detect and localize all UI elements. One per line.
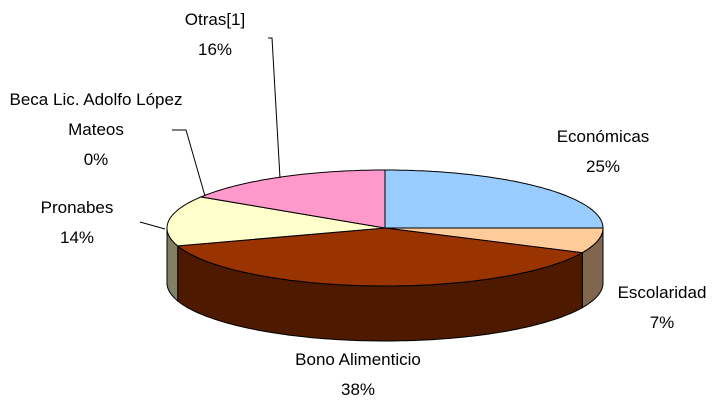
slice-label: Otras[1] 16%: [145, 5, 285, 65]
value-label: 14%: [59, 228, 95, 247]
category-label: Pronabes: [40, 198, 114, 217]
slice: [176, 227, 584, 287]
slice-label: Pronabes 14%: [0, 193, 157, 253]
leader-line: [139, 221, 166, 230]
slice-label: Económicas 25%: [523, 122, 683, 182]
category-label: Beca Lic. Adolfo López Mateos: [9, 90, 183, 139]
leader-line: [268, 37, 281, 179]
value-label: 38%: [340, 380, 376, 399]
category-label: Económicas: [556, 127, 650, 146]
category-label: Otras[1]: [184, 10, 246, 29]
leader-line: [172, 129, 206, 197]
value-label: 25%: [585, 157, 621, 176]
slice: [384, 227, 604, 254]
slice-label: Beca Lic. Adolfo López Mateos 0%: [1, 85, 191, 175]
category-label: Escolaridad: [617, 283, 707, 302]
category-label: Bono Alimenticio: [295, 350, 421, 369]
slice: [166, 196, 386, 247]
slice-label: Bono Alimenticio 38%: [258, 345, 458, 405]
slice: [384, 169, 604, 229]
value-label: 0%: [83, 150, 109, 169]
slice-label: Escolaridad 7%: [582, 278, 719, 338]
value-label: 16%: [197, 40, 233, 59]
value-label: 7%: [649, 313, 675, 332]
